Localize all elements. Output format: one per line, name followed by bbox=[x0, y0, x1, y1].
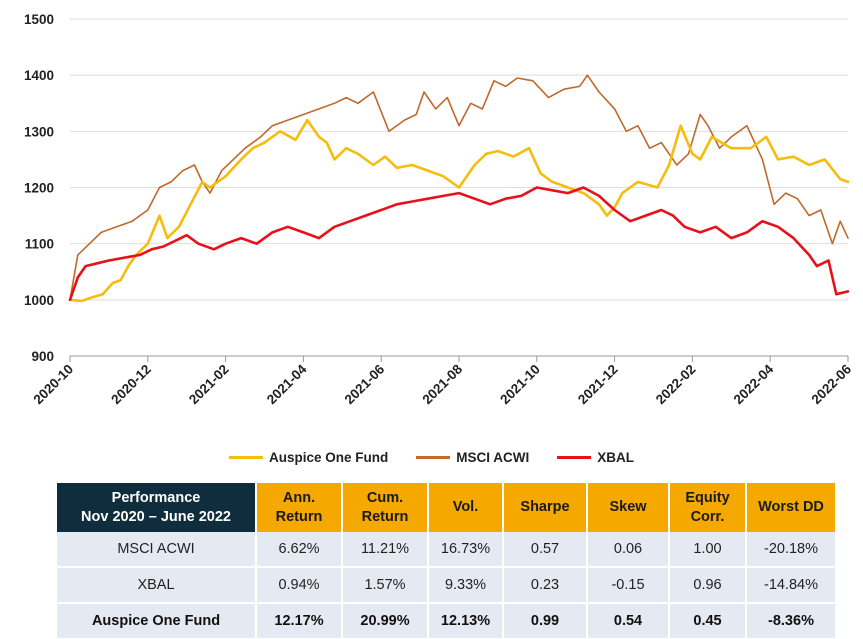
legend-item-xbal: XBAL bbox=[557, 450, 634, 465]
series-line-xbal bbox=[68, 186, 850, 302]
header-sharpe-label: Sharpe bbox=[520, 499, 570, 515]
table-cell-sharpe: 0.99 bbox=[503, 602, 588, 638]
table-cell-ann-return: 6.62% bbox=[256, 532, 343, 567]
legend-swatch-msci-acwi bbox=[416, 455, 451, 459]
x-tick-label: 2021-08 bbox=[419, 361, 465, 407]
x-tick-label: 2020-10 bbox=[30, 362, 76, 408]
table-cell-vol: 9.33% bbox=[428, 566, 504, 603]
header-ann-return: Ann. Return bbox=[256, 483, 343, 532]
legend-item-auspice: Auspice One Fund bbox=[228, 449, 389, 465]
table-cell-ann-return: 12.17% bbox=[256, 602, 343, 638]
header-equity-corr-line1: Equity bbox=[685, 489, 730, 506]
table-cell-worst-dd: -14.84% bbox=[746, 566, 837, 603]
performance-table: Performance Nov 2020 – June 2022 Ann. Re… bbox=[57, 483, 837, 638]
x-tick-label: 2021-10 bbox=[497, 362, 543, 408]
table-row: Auspice One Fund 12.17% 20.99% 12.13% 0.… bbox=[57, 602, 837, 638]
y-tick-label: 1100 bbox=[25, 237, 54, 252]
header-vol: Vol. bbox=[428, 483, 504, 532]
table-cell-name: MSCI ACWI bbox=[57, 532, 257, 567]
x-tick-label: 2020-12 bbox=[108, 362, 154, 408]
header-skew: Skew bbox=[587, 483, 670, 532]
x-tick-label: 2022-06 bbox=[808, 361, 854, 407]
header-equity-corr: Equity Corr. bbox=[669, 483, 747, 532]
y-tick-label: 1000 bbox=[24, 293, 54, 308]
chart-legend: Auspice One Fund MSCI ACWI XBAL bbox=[0, 447, 863, 467]
header-cum-return-line2: Return bbox=[361, 508, 409, 525]
table-cell-worst-dd: -8.36% bbox=[746, 602, 837, 638]
legend-label-auspice: Auspice One Fund bbox=[268, 449, 389, 465]
table-cell-cum-return: 11.21% bbox=[342, 532, 429, 567]
table-cell-ann-return: 0.94% bbox=[256, 566, 343, 603]
legend-item-msci-acwi: MSCI ACWI bbox=[416, 450, 529, 465]
table-cell-sharpe: 0.57 bbox=[503, 532, 588, 567]
table-cell-skew: 0.54 bbox=[587, 602, 670, 638]
table-cell-equity-corr: 0.96 bbox=[669, 566, 747, 603]
table-header-row: Performance Nov 2020 – June 2022 Ann. Re… bbox=[57, 483, 837, 532]
header-cum-return: Cum. Return bbox=[342, 483, 429, 532]
table-cell-worst-dd: -20.18% bbox=[746, 532, 837, 567]
header-ann-return-line2: Return bbox=[275, 508, 323, 525]
series-line-msci-acwi bbox=[69, 74, 849, 301]
series-line-auspice-one-fund bbox=[68, 118, 850, 303]
x-tick-label: 2021-12 bbox=[575, 362, 621, 408]
y-tick-label: 1200 bbox=[24, 181, 54, 196]
legend-swatch-xbal bbox=[557, 455, 592, 459]
table-row: MSCI ACWI 6.62% 11.21% 16.73% 0.57 0.06 … bbox=[57, 532, 837, 567]
legend-label-xbal: XBAL bbox=[597, 449, 634, 465]
header-worst-dd: Worst DD bbox=[746, 483, 837, 532]
y-tick-label: 900 bbox=[31, 349, 54, 364]
header-cum-return-line1: Cum. bbox=[366, 489, 404, 506]
legend-swatch-auspice bbox=[228, 455, 263, 459]
y-tick-label: 1400 bbox=[24, 68, 54, 83]
header-worst-dd-label: Worst DD bbox=[758, 499, 824, 515]
header-sharpe: Sharpe bbox=[503, 483, 588, 532]
x-tick-label: 2022-02 bbox=[653, 362, 699, 408]
y-tick-label: 1300 bbox=[24, 124, 54, 139]
table-cell-vol: 12.13% bbox=[428, 602, 504, 638]
table-cell-skew: -0.15 bbox=[587, 566, 670, 603]
table-cell-equity-corr: 0.45 bbox=[669, 602, 747, 638]
table-cell-name: Auspice One Fund bbox=[57, 602, 257, 638]
header-performance: Performance Nov 2020 – June 2022 bbox=[57, 483, 257, 532]
legend-label-msci-acwi: MSCI ACWI bbox=[456, 449, 530, 465]
x-tick-label: 2021-02 bbox=[186, 362, 232, 408]
table-cell-cum-return: 1.57% bbox=[342, 566, 429, 603]
table-cell-vol: 16.73% bbox=[428, 532, 504, 567]
x-tick-label: 2022-04 bbox=[731, 361, 777, 407]
header-equity-corr-line2: Corr. bbox=[690, 508, 725, 525]
table-cell-equity-corr: 1.00 bbox=[669, 532, 747, 567]
line-chart: 900 1000 1100 1200 1300 1400 1500 2020-10 2020-1… bbox=[24, 12, 855, 408]
table-cell-cum-return: 20.99% bbox=[342, 602, 429, 638]
header-vol-label: Vol. bbox=[452, 499, 479, 515]
header-skew-label: Skew bbox=[609, 499, 647, 515]
table-cell-skew: 0.06 bbox=[587, 532, 670, 567]
header-performance-line2: Nov 2020 – June 2022 bbox=[81, 508, 231, 525]
x-tick-label: 2021-04 bbox=[264, 361, 310, 407]
x-tick-label: 2021-06 bbox=[342, 361, 388, 407]
y-tick-label: 1500 bbox=[24, 12, 54, 27]
table-cell-name: XBAL bbox=[57, 566, 257, 603]
table-cell-sharpe: 0.23 bbox=[503, 566, 588, 603]
header-performance-line1: Performance bbox=[111, 489, 201, 506]
header-ann-return-line1: Ann. bbox=[282, 489, 316, 506]
table-row: XBAL 0.94% 1.57% 9.33% 0.23 -0.15 0.96 -… bbox=[57, 566, 837, 603]
